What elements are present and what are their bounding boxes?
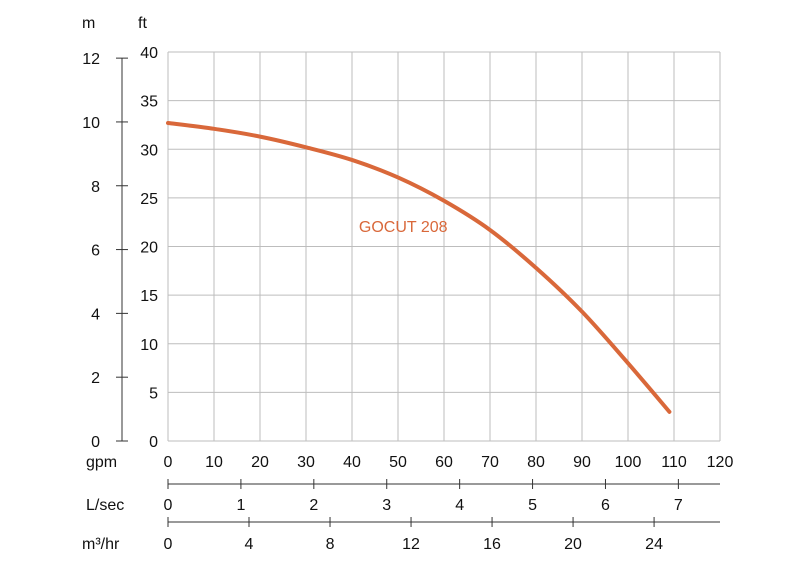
- x-tick-label-gpm: 40: [343, 454, 361, 471]
- y-tick-label-ft: 30: [140, 142, 158, 159]
- x-tick-label-gpm: 10: [205, 454, 223, 471]
- x-tick-label-gpm: 120: [707, 454, 734, 471]
- x-tick-label-lsec: 2: [309, 497, 318, 514]
- m-axis-unit: m: [82, 15, 95, 32]
- x-tick-label-m3hr: 20: [564, 536, 582, 553]
- y-tick-label-ft: 20: [140, 240, 158, 257]
- x-tick-label-m3hr: 12: [402, 536, 420, 553]
- x-tick-label-gpm: 0: [164, 454, 173, 471]
- x-tick-label-lsec: 7: [674, 497, 683, 514]
- x-tick-label-gpm: 70: [481, 454, 499, 471]
- series-line-gocut-208: [166, 120, 672, 414]
- x-tick-label-gpm: 50: [389, 454, 407, 471]
- x-tick-label-m3hr: 8: [326, 536, 335, 553]
- axes-layer: [116, 57, 720, 527]
- x-tick-label-gpm: 60: [435, 454, 453, 471]
- x-tick-label-m3hr: 0: [164, 536, 173, 553]
- y-tick-label-m: 0: [91, 434, 100, 451]
- x-tick-label-lsec: 6: [601, 497, 610, 514]
- x-tick-label-lsec: 3: [382, 497, 391, 514]
- x-tick-label-m3hr: 4: [245, 536, 254, 553]
- y-tick-label-m: 10: [82, 115, 100, 132]
- y-tick-label-ft: 5: [149, 385, 158, 402]
- grid-layer: [167, 51, 721, 442]
- ft-axis-unit: ft: [138, 15, 147, 32]
- x-tick-label-lsec: 4: [455, 497, 464, 514]
- y-tick-label-m: 8: [91, 179, 100, 196]
- y-tick-label-ft: 35: [140, 94, 158, 111]
- y-tick-label-m: 4: [91, 306, 100, 323]
- x-tick-label-m3hr: 16: [483, 536, 501, 553]
- y-tick-label-ft: 0: [149, 434, 158, 451]
- series-layer: [166, 120, 672, 414]
- y-tick-label-m: 12: [82, 51, 100, 68]
- x-tick-label-lsec: 0: [164, 497, 173, 514]
- x-tick-label-gpm: 100: [615, 454, 642, 471]
- series-label-gocut-208: GOCUT 208: [359, 219, 448, 236]
- x-tick-label-gpm: 90: [573, 454, 591, 471]
- x-tick-label-lsec: 1: [236, 497, 245, 514]
- gpm-axis-unit: gpm: [86, 454, 117, 471]
- y-tick-label-m: 6: [91, 243, 100, 260]
- x-tick-label-gpm: 80: [527, 454, 545, 471]
- x-tick-label-gpm: 20: [251, 454, 269, 471]
- y-tick-label-ft: 15: [140, 288, 158, 305]
- lsec-axis-unit: L/sec: [86, 497, 124, 514]
- m3hr-axis-unit: m³/hr: [82, 536, 120, 553]
- y-tick-label-ft: 40: [140, 45, 158, 62]
- y-tick-label-m: 2: [91, 370, 100, 387]
- x-tick-label-gpm: 30: [297, 454, 315, 471]
- x-tick-label-m3hr: 24: [645, 536, 663, 553]
- x-tick-label-lsec: 5: [528, 497, 537, 514]
- x-tick-label-gpm: 110: [661, 454, 687, 471]
- y-tick-label-ft: 10: [140, 337, 158, 354]
- y-tick-label-ft: 25: [140, 191, 158, 208]
